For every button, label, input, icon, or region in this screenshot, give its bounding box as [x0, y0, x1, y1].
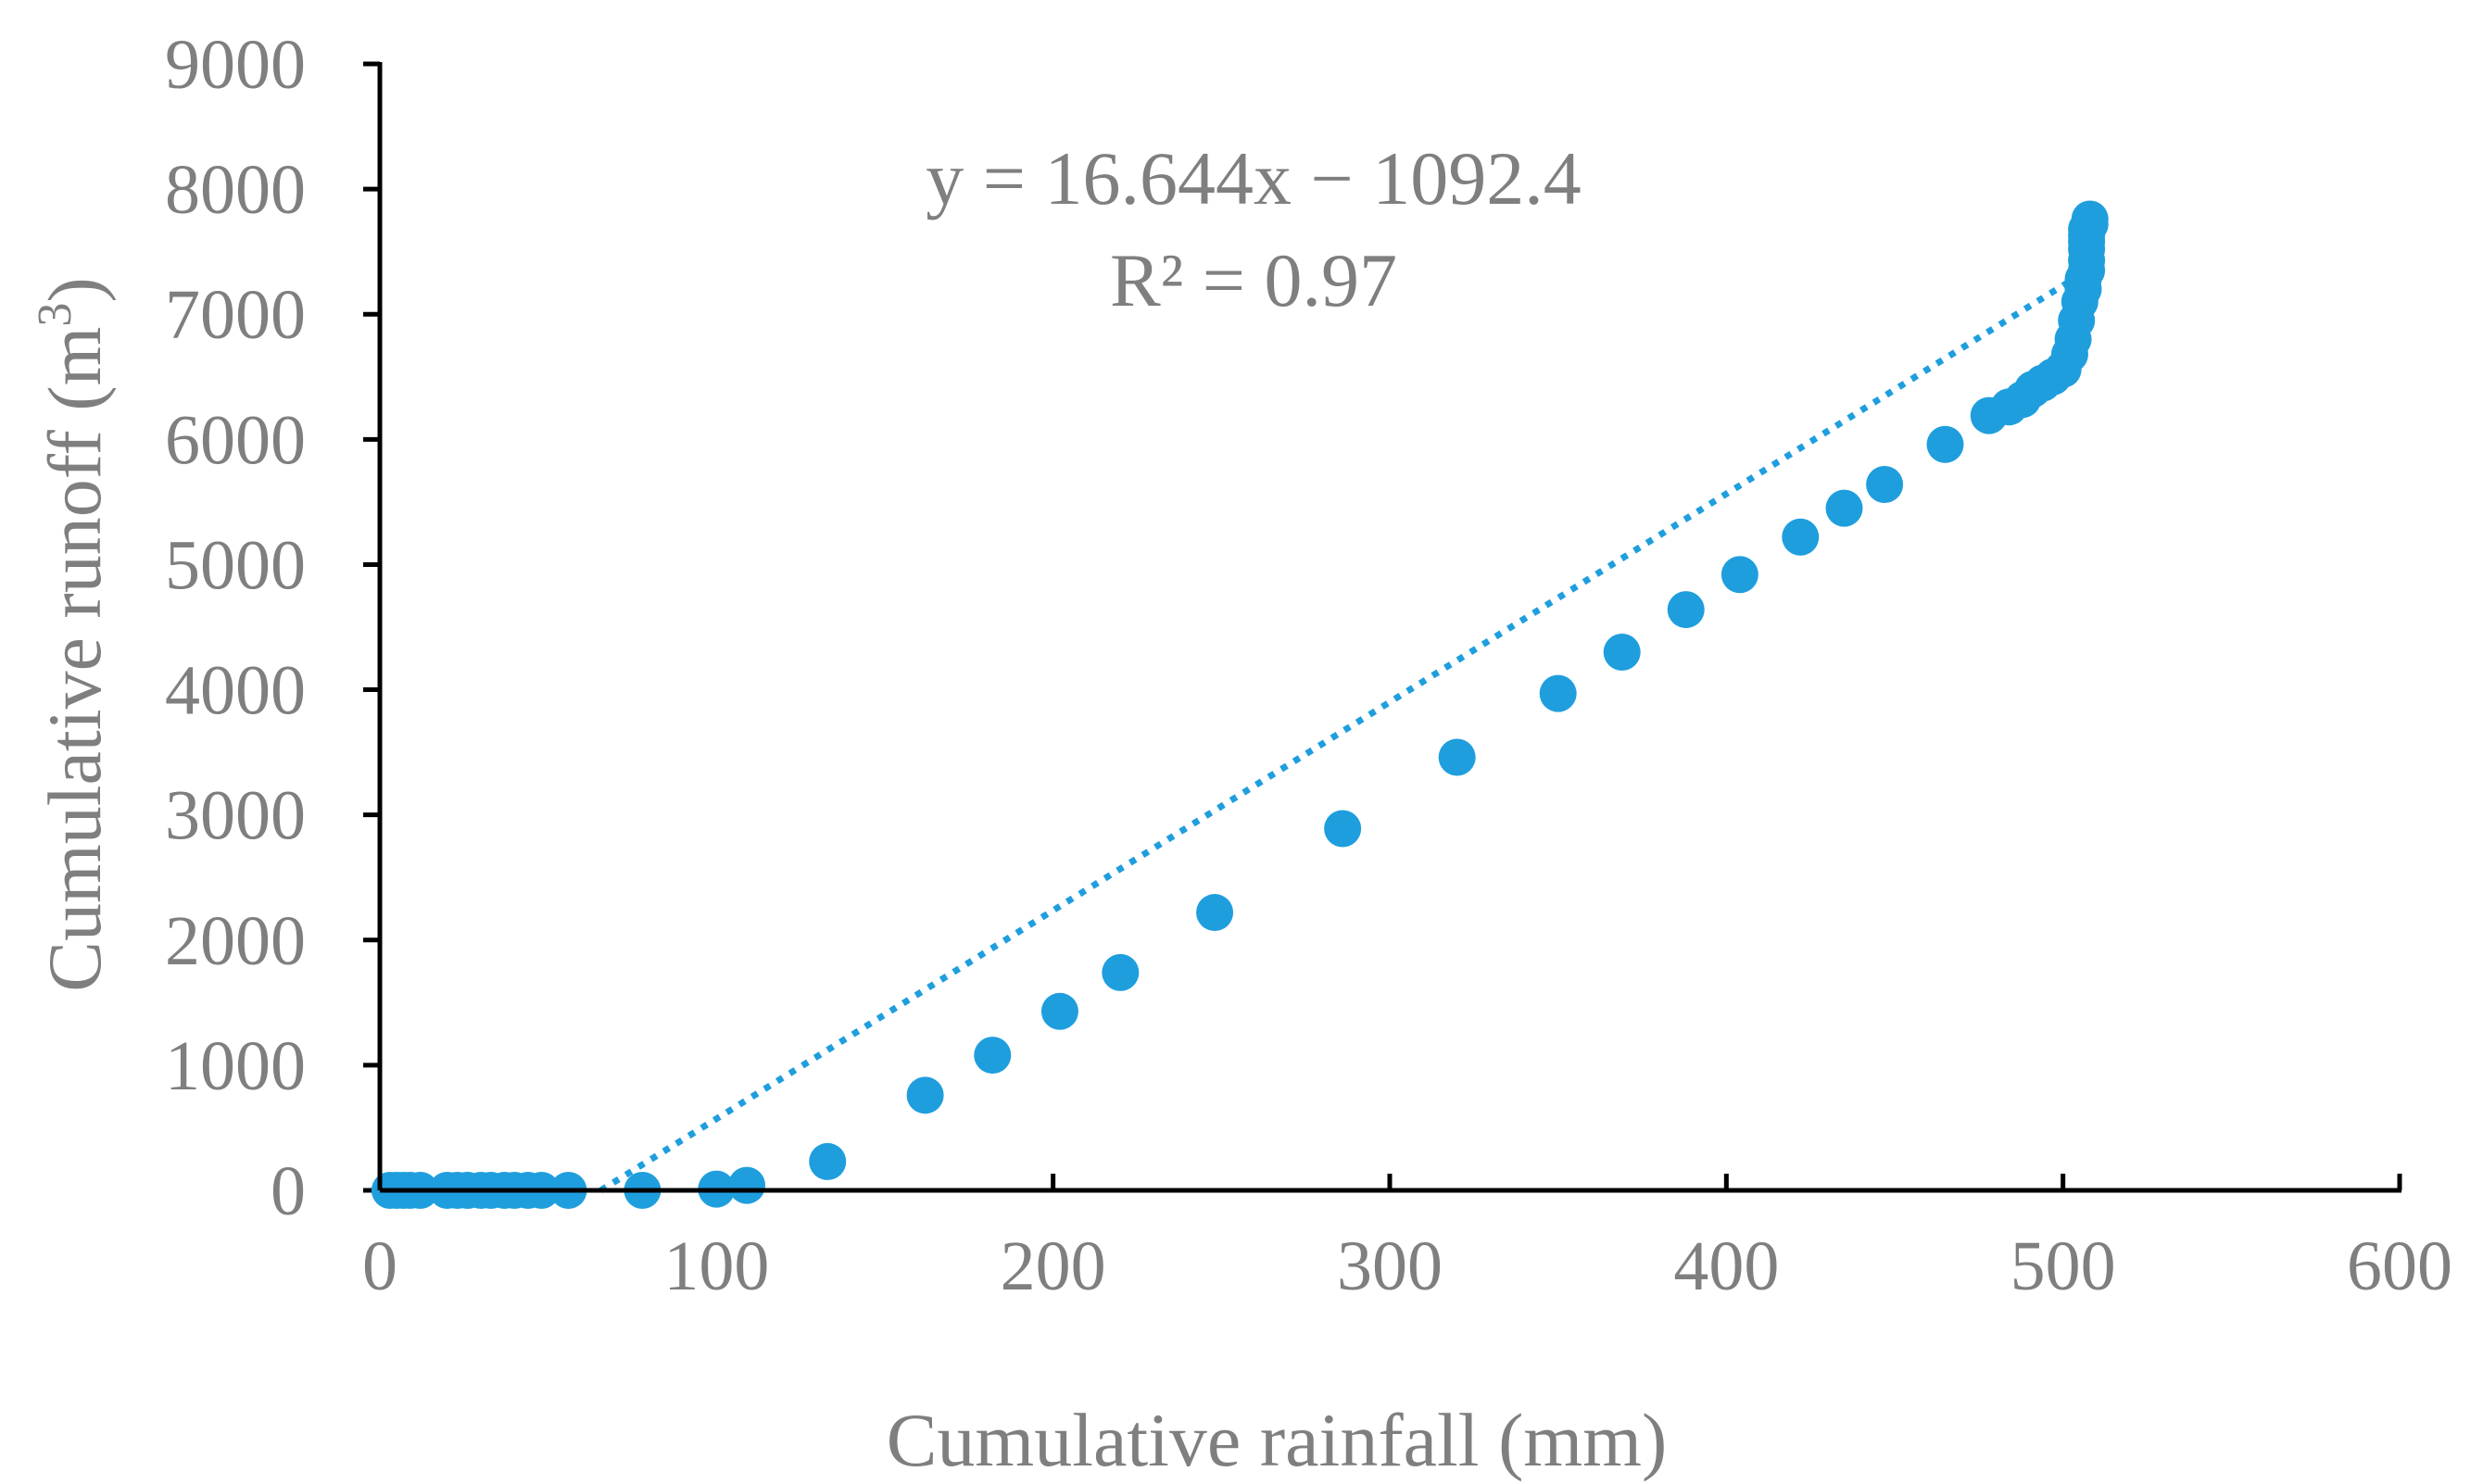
data-point	[1539, 674, 1577, 712]
data-point	[1196, 894, 1234, 932]
x-axis-ticks: 0 100 200 300 400 500 600	[362, 1174, 2452, 1305]
data-point	[1667, 591, 1705, 629]
x-axis-title: Cumulative rainfall (mm)	[887, 1398, 1668, 1482]
equation-label: y = 16.644x − 1092.4	[926, 136, 1582, 220]
y-tick-label: 0	[271, 1152, 306, 1230]
trend-equation: y = 16.644x − 1092.4 R² = 0.97	[926, 136, 1582, 322]
r-squared-label: R² = 0.97	[1110, 238, 1397, 322]
data-point	[1603, 634, 1641, 672]
data-point	[1866, 465, 1904, 503]
y-tick-label: 3000	[165, 777, 306, 855]
y-tick-label: 5000	[165, 526, 306, 604]
data-point	[1438, 738, 1476, 776]
y-axis-title-close: )	[32, 277, 117, 302]
y-axis-ticks: 0 1000 2000 3000 4000 5000 6000 7000 8000 9000	[165, 26, 380, 1230]
y-tick-label: 7000	[165, 276, 306, 354]
x-tick-label: 300	[1337, 1227, 1443, 1305]
trendline-path	[599, 271, 2082, 1194]
data-point	[974, 1037, 1012, 1075]
y-axis-title: Cumulative runoff (m3)	[29, 277, 117, 991]
data-point	[1324, 810, 1362, 848]
data-point	[809, 1142, 847, 1180]
x-tick-label: 100	[663, 1227, 769, 1305]
data-point	[1926, 425, 1964, 463]
x-tick-label: 600	[2347, 1227, 2452, 1305]
data-point	[1825, 489, 1863, 527]
x-tick-label: 500	[2010, 1227, 2116, 1305]
data-point	[2071, 200, 2109, 238]
data-points	[371, 200, 2109, 1209]
y-tick-label: 1000	[165, 1027, 306, 1105]
x-tick-label: 400	[1673, 1227, 1779, 1305]
data-point	[1040, 992, 1078, 1030]
y-tick-label: 9000	[165, 26, 306, 104]
data-point	[1102, 953, 1140, 991]
x-tick-label: 200	[1001, 1227, 1106, 1305]
data-point	[906, 1076, 944, 1114]
y-axis-title-superscript: 3	[29, 303, 82, 327]
axes	[377, 62, 2401, 1193]
y-tick-label: 2000	[165, 902, 306, 980]
y-tick-label: 8000	[165, 151, 306, 229]
y-axis-title-main: Cumulative runoff (m	[32, 327, 117, 992]
y-tick-label: 4000	[165, 652, 306, 730]
x-tick-label: 0	[362, 1227, 397, 1305]
y-tick-label: 6000	[165, 401, 306, 479]
trendline	[599, 271, 2082, 1194]
data-point	[1782, 518, 1820, 556]
data-point	[1720, 556, 1758, 594]
data-point	[728, 1166, 766, 1204]
